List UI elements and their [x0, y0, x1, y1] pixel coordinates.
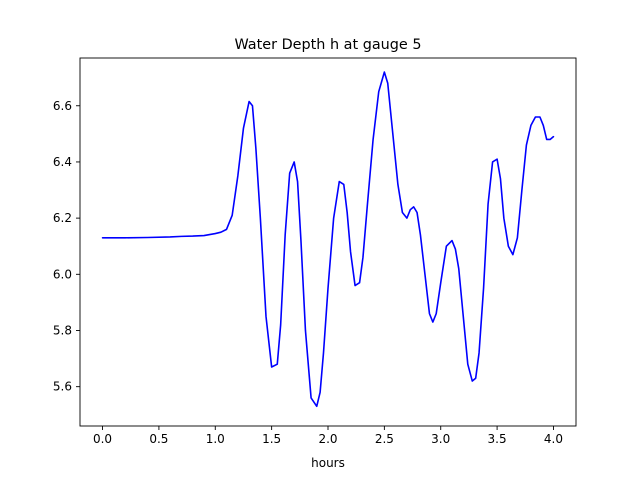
y-tick-label: 5.8	[53, 323, 72, 337]
x-tick-label: 1.5	[262, 432, 281, 446]
x-tick-label: 3.0	[431, 432, 450, 446]
plot-area: 0.0 0.5 1.0 1.5 2.0 2.5 3.0 3.5 4.0 5.6 5.8 6.0 6.2 6…	[53, 57, 577, 446]
x-tick-label: 0.5	[149, 432, 168, 446]
x-tick-label: 2.0	[318, 432, 337, 446]
x-tick-label: 3.5	[488, 432, 507, 446]
chart-title: Water Depth h at gauge 5	[234, 37, 421, 53]
x-tick-label: 2.5	[375, 432, 394, 446]
x-tick-label: 0.0	[93, 432, 112, 446]
y-tick-label: 6.4	[53, 155, 72, 169]
x-axis-title: hours	[311, 456, 345, 470]
y-tick-label: 5.6	[53, 380, 72, 394]
series-line-1	[101, 71, 555, 408]
x-tick-label: 1.0	[206, 432, 225, 446]
y-tick-label: 6.0	[53, 267, 72, 281]
x-tick-label: 4.0	[544, 432, 563, 446]
y-tick-label: 6.6	[53, 99, 72, 113]
y-tick-label: 6.2	[53, 211, 72, 225]
